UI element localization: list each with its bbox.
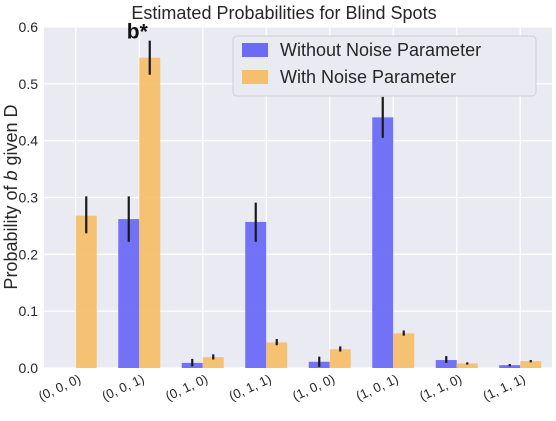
legend-box [232, 35, 537, 97]
bar-without-noise [118, 219, 140, 368]
bar-with-noise [266, 342, 288, 368]
annotations: b* [127, 21, 149, 44]
x-tick-label: (0, 0, 0) [36, 371, 83, 404]
bar-with-noise [75, 215, 97, 368]
bar-without-noise [499, 365, 521, 368]
y-tick-label: 0.1 [19, 303, 39, 319]
legend-swatch-with-noise [242, 70, 268, 84]
annotation-label: b* [127, 21, 149, 44]
bar-with-noise [456, 363, 478, 368]
y-axis-label-part: given D [1, 104, 21, 170]
y-axis-label: Probability of b given D [1, 104, 21, 289]
y-tick-label: 0.4 [19, 133, 39, 149]
y-tick-label: 0.6 [19, 19, 39, 35]
y-axis-label-part: Probability of [1, 181, 21, 290]
bars [75, 57, 542, 369]
legend-label-without-noise: Without Noise Parameter [280, 40, 481, 60]
bar-with-noise [202, 357, 224, 368]
x-tick-label: (1, 0, 0) [290, 371, 337, 404]
error-bars [85, 40, 532, 367]
legend-label-with-noise: With Noise Parameter [280, 67, 456, 87]
bar-with-noise [329, 349, 351, 368]
bar-without-noise [372, 117, 394, 369]
bar-without-noise [245, 221, 267, 368]
x-tick-label: (0, 0, 1) [100, 371, 147, 404]
x-tick-labels: (0, 0, 0) (0, 0, 1) (0, 1, 0) (0, 1, 1) (1, … [36, 371, 527, 404]
y-tick-label: 0.2 [19, 246, 39, 262]
legend-swatch-without-noise [242, 43, 268, 57]
bar-with-noise [139, 57, 161, 368]
bar-without-noise [435, 360, 457, 368]
y-axis-label-part: b [1, 170, 21, 180]
bar-with-noise [393, 333, 415, 368]
y-tick-label: 0.5 [19, 76, 39, 92]
chart-title: Estimated Probabilities for Blind Spots [131, 3, 436, 23]
y-tick-label: 0.0 [19, 360, 39, 376]
x-tick-label: (0, 1, 0) [163, 371, 210, 404]
x-tick-label: (1, 1, 1) [481, 371, 528, 404]
y-tick-label: 0.3 [19, 190, 39, 206]
x-tick-label: (1, 1, 0) [417, 371, 464, 404]
x-tick-label: (0, 1, 1) [227, 371, 274, 404]
bar-with-noise [520, 361, 542, 368]
legend: Without Noise Parameter With Noise Param… [232, 35, 537, 97]
x-tick-label: (1, 0, 1) [354, 371, 401, 404]
y-tick-labels: 0.0 0.1 0.2 0.3 0.4 0.5 0.6 [19, 19, 39, 376]
